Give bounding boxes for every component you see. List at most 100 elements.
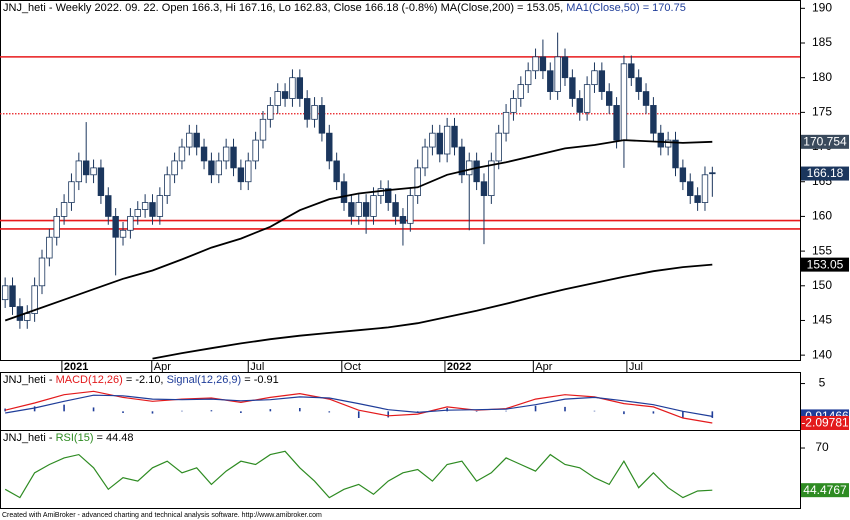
candle-body [657,132,664,148]
candle-body [709,172,716,175]
x-tick-label: Oct [344,361,361,373]
price-label-box [801,134,849,149]
price-label: -2.09781 [801,416,849,430]
candle-body [473,160,480,183]
candle-body [606,91,613,106]
candle-body [311,105,318,120]
candle-body [429,132,436,148]
candle-body [679,167,687,183]
candle-body [399,216,407,224]
candle-body [502,111,510,134]
histogram-bar [623,411,625,415]
candle-body [701,174,709,203]
candle-body [90,167,97,176]
candle-body [591,70,598,86]
y-tick-label: 145 [812,313,832,327]
candle-body [414,167,421,197]
y-tick-label: 180 [812,70,832,84]
footer: Created with AmiBroker - advanced charti… [2,512,322,519]
histogram-bar [210,410,213,412]
x-tick-label: Apr [154,361,171,373]
candle-body [127,216,134,231]
series-line [152,263,713,360]
y-tick-label: 160 [812,209,832,223]
histogram-bar [328,411,331,413]
candle-body [215,160,222,176]
header-part: MA1(Close,50) = 170.75 [566,2,686,14]
candle-body [362,202,370,217]
y-tick-label: 150 [812,278,832,292]
candle-body [340,181,348,203]
header-part: MA(Close,200) = 153.05, [441,2,567,14]
candle-body [561,56,569,79]
candle-body [333,160,340,183]
candle-body [164,174,171,197]
histogram-bar [240,411,242,413]
header-part: = -0.91 [241,374,279,386]
candle-body [9,285,16,307]
candle-body [208,160,215,176]
candle-body [598,70,606,92]
candle-body [569,77,576,99]
histogram-bar [299,408,301,412]
candle-body [613,105,620,141]
y-tick-label: 175 [812,105,832,119]
header-part: JNJ_heti - [3,374,56,386]
candle-body [245,160,252,183]
candle-body [407,195,414,224]
panel-frame [0,430,801,509]
candle-body [451,125,458,148]
candle-body [24,313,31,321]
candle-body [583,84,591,113]
candle-body [672,139,679,169]
candle-body [547,70,554,92]
candle-body [252,139,259,162]
price-label: 170.754 [803,134,847,148]
header-part: JNJ_heti - Weekly 2022. 09. 22. Open 166… [3,2,441,14]
candle-body [326,132,333,162]
histogram-bar [387,411,390,418]
candle-body [134,209,141,217]
header-part: MACD(12,26) [56,374,123,386]
x-tick-label: Apr [535,361,552,373]
panel-header: JNJ_heti - MACD(12,26) = -2.10, Signal(1… [3,374,279,386]
price-label-box [801,415,849,430]
candle-body [694,195,701,203]
panel-frame [0,0,801,361]
candle-body [186,132,193,148]
candle-body [200,146,208,162]
candle-body [318,105,326,134]
candle-body [141,202,149,210]
candle-body [510,98,517,113]
candle-body [75,160,83,183]
candle-body [171,160,178,176]
candle-body [458,146,466,176]
price-label: 153.05 [807,257,844,271]
histogram-bar [357,411,360,418]
candle-body [274,91,281,106]
candle-body [687,181,694,197]
header-part: = -2.10, [123,374,167,386]
candle-body [488,160,495,197]
candle-body [97,167,105,197]
candle-body [377,188,385,197]
y-tick-label: 185 [812,35,832,49]
candle-body [38,257,46,287]
candle-body [466,160,473,176]
header-part: = 44.48 [93,432,133,444]
candle-body [642,91,650,106]
candle-body [628,63,635,79]
series-line [4,139,713,322]
histogram-bar [92,407,95,412]
x-tick-label: 2021 [64,361,88,373]
histogram-bar [534,405,537,412]
candle-body [193,132,200,148]
candle-body [53,216,60,238]
candle-body [1,285,9,301]
candle-body [635,77,642,92]
y-tick-label: 190 [812,0,832,14]
header-part: RSI(15) [56,432,94,444]
candle-body [348,202,355,217]
